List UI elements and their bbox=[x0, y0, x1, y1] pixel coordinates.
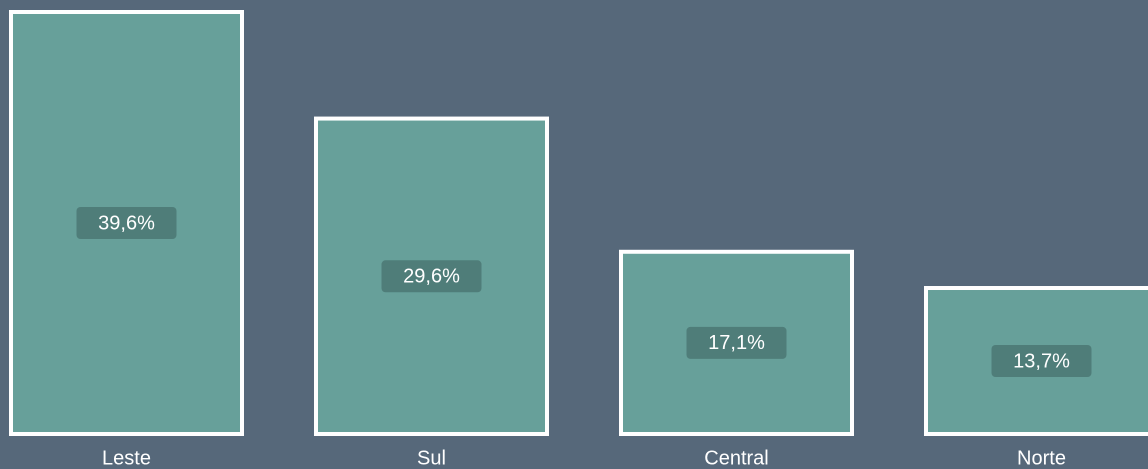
value-label-box bbox=[686, 326, 787, 359]
value-label-box bbox=[381, 260, 482, 293]
x-tick-label: Sul bbox=[417, 447, 446, 469]
value-label-box bbox=[76, 207, 177, 239]
bar bbox=[924, 286, 1148, 436]
value-label: 13,7% bbox=[1013, 350, 1070, 372]
x-tick-label: Central bbox=[704, 447, 768, 469]
x-tick-label: Norte bbox=[1017, 447, 1066, 469]
value-label: 39,6% bbox=[98, 212, 155, 234]
bar bbox=[314, 116, 549, 437]
x-tick-label: Leste bbox=[102, 447, 151, 469]
value-label-box bbox=[991, 345, 1092, 378]
value-label: 29,6% bbox=[403, 266, 460, 288]
value-label: 17,1% bbox=[708, 332, 765, 354]
